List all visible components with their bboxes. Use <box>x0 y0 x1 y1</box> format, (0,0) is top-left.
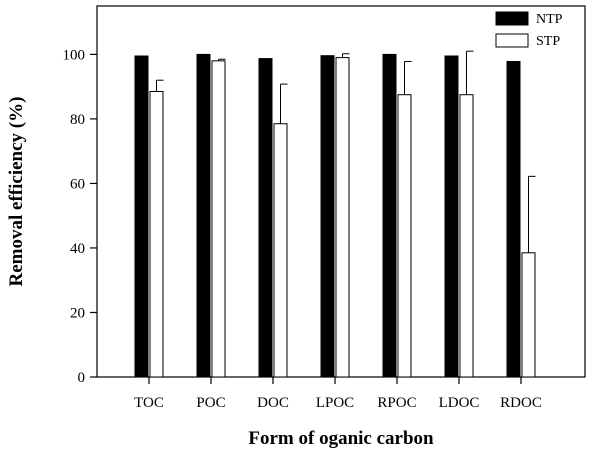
legend-label-ntp: NTP <box>536 12 563 27</box>
y-tick-label: 20 <box>70 305 85 321</box>
x-tick-label: LDOC <box>439 395 480 411</box>
bar-ntp-lpoc <box>320 55 335 378</box>
bar-stp-doc <box>273 123 288 378</box>
y-axis-title: Removal efficiency (%) <box>6 97 27 287</box>
legend-label-stp: STP <box>536 34 560 49</box>
bar-stp-toc <box>149 90 164 378</box>
y-tick-label: 80 <box>70 112 85 128</box>
x-tick-label: LPOC <box>316 395 354 411</box>
bar-stp-ldoc <box>459 94 474 378</box>
x-tick-label: RDOC <box>500 395 542 411</box>
bar-ntp-rpoc <box>382 53 397 378</box>
x-tick-label: DOC <box>257 395 289 411</box>
x-tick-label: POC <box>196 395 225 411</box>
bar-ntp-ldoc <box>444 55 459 378</box>
legend-swatch-stp <box>495 33 529 48</box>
bar-stp-rdoc <box>521 252 536 378</box>
legend-swatch-ntp <box>495 11 529 26</box>
bar-stp-lpoc <box>335 57 350 378</box>
y-tick-label: 100 <box>63 47 86 63</box>
y-tick-label: 0 <box>78 370 86 386</box>
x-tick-label: RPOC <box>377 395 416 411</box>
bar-ntp-rdoc <box>506 60 521 378</box>
bar-ntp-toc <box>134 55 149 378</box>
bar-stp-rpoc <box>397 94 412 378</box>
bar-ntp-doc <box>258 58 273 378</box>
x-tick-label: TOC <box>134 395 164 411</box>
bar-stp-poc <box>211 60 226 378</box>
y-tick-label: 40 <box>70 241 85 257</box>
bar-ntp-poc <box>196 53 211 378</box>
x-axis-title: Form of oganic carbon <box>248 428 434 449</box>
y-tick-label: 60 <box>70 176 85 192</box>
